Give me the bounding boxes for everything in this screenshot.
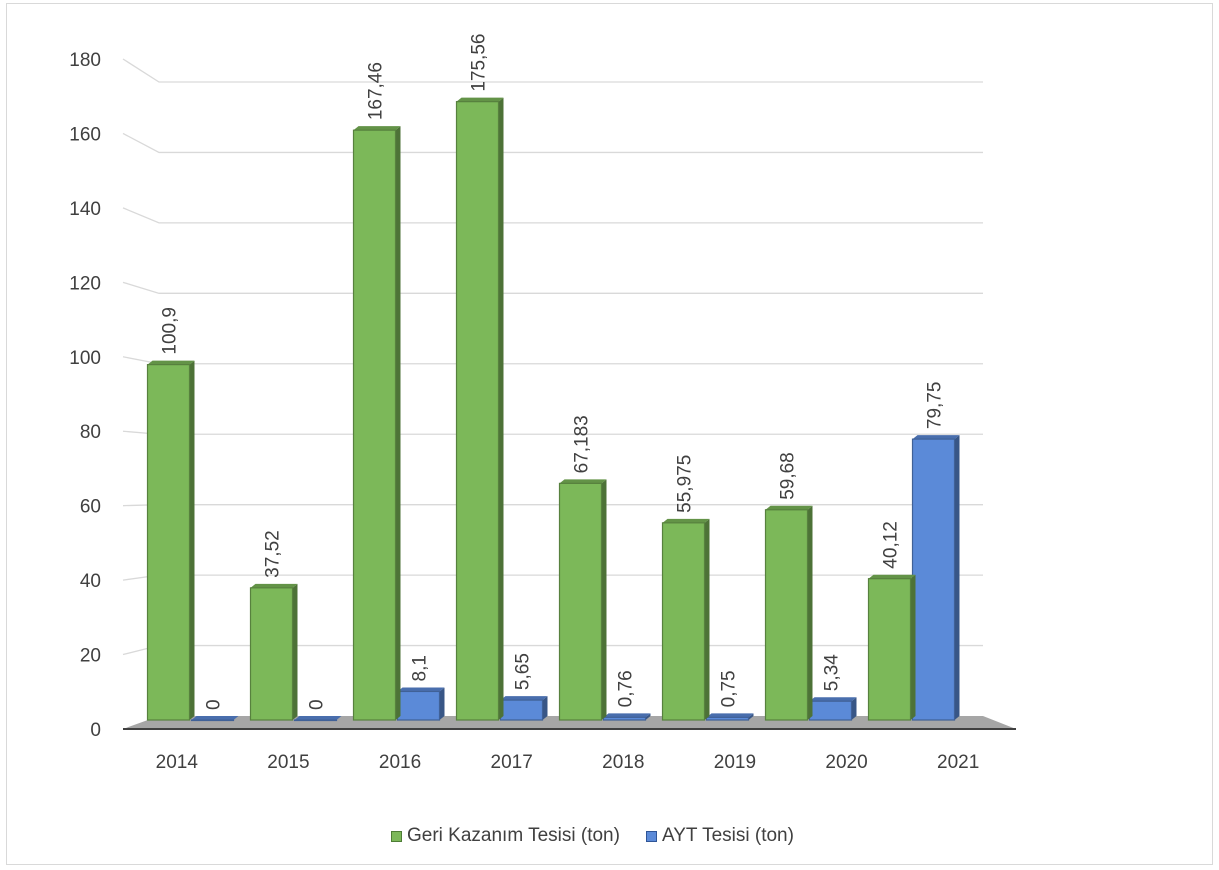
gridline bbox=[122, 356, 983, 365]
bar-ayt bbox=[293, 719, 338, 722]
data-label-ayt: 0,76 bbox=[616, 670, 637, 707]
x-tick-label: 2015 bbox=[267, 752, 309, 773]
bar-geri-kazanim-side bbox=[498, 97, 504, 720]
data-label-geri-kazanim: 40,12 bbox=[881, 521, 902, 569]
bar-ayt bbox=[499, 699, 544, 721]
x-tick-label: 2021 bbox=[937, 752, 979, 773]
data-label-geri-kazanim: 67,183 bbox=[572, 415, 593, 473]
x-tick-label: 2017 bbox=[491, 752, 533, 773]
bar-geri-kazanim-top bbox=[456, 97, 504, 102]
y-tick-label: 100 bbox=[69, 348, 101, 369]
bar-chart: 0 20 40 60 80 100 120 140 160 180 100,9 0 2014 37,52 0… bbox=[69, 34, 1016, 773]
bar-ayt bbox=[396, 690, 441, 721]
bar-ayt bbox=[602, 716, 647, 721]
data-label-ayt: 0,75 bbox=[719, 670, 740, 707]
bar-geri-kazanim-side bbox=[395, 126, 401, 721]
legend-item-ayt: AYT Tesisi (ton) bbox=[645, 825, 794, 847]
bar-geri-kazanim bbox=[455, 101, 500, 721]
data-label-ayt: 5,65 bbox=[513, 653, 534, 690]
data-label-geri-kazanim: 167,46 bbox=[366, 62, 387, 120]
bar-ayt-side bbox=[954, 435, 960, 720]
bar-ayt-top bbox=[191, 716, 239, 720]
bar-ayt bbox=[911, 438, 956, 721]
bar-geri-kazanim-top bbox=[353, 126, 401, 131]
bar-geri-kazanim bbox=[352, 129, 397, 721]
data-label-ayt: 0 bbox=[204, 699, 225, 710]
y-tick-label: 60 bbox=[80, 497, 101, 518]
bar-geri-kazanim bbox=[146, 364, 191, 721]
legend-label-ayt: AYT Tesisi (ton) bbox=[661, 825, 794, 846]
bar-ayt-top bbox=[603, 713, 651, 718]
bar-ayt-top bbox=[706, 713, 754, 718]
bar-ayt-top bbox=[294, 716, 342, 720]
data-label-geri-kazanim: 175,56 bbox=[469, 34, 490, 92]
bar-geri-kazanim-top bbox=[250, 583, 298, 588]
bar-geri-kazanim bbox=[661, 522, 706, 721]
bar-geri-kazanim-side bbox=[704, 518, 710, 720]
gridline bbox=[122, 430, 983, 435]
bar-ayt-side bbox=[645, 713, 651, 720]
gridline bbox=[122, 574, 983, 581]
data-label-geri-kazanim: 100,9 bbox=[160, 307, 181, 355]
y-tick-label: 140 bbox=[69, 199, 101, 220]
bar-ayt-top bbox=[809, 697, 857, 702]
data-label-geri-kazanim: 55,975 bbox=[675, 455, 696, 513]
bar-ayt bbox=[190, 719, 235, 722]
y-tick-label: 180 bbox=[69, 50, 101, 71]
legend-label-geri-kazanim: Geri Kazanım Tesisi (ton) bbox=[407, 825, 620, 846]
bar-geri-kazanim-top bbox=[559, 479, 607, 484]
bar-ayt-top bbox=[397, 687, 445, 692]
gridline bbox=[122, 58, 983, 83]
bar-geri-kazanim-side bbox=[189, 360, 195, 720]
x-tick-label: 2019 bbox=[714, 752, 756, 773]
bar-geri-kazanim-top bbox=[765, 505, 813, 510]
bar-geri-kazanim bbox=[558, 482, 603, 721]
bar-ayt-side bbox=[542, 696, 548, 720]
bar-geri-kazanim bbox=[764, 509, 809, 721]
data-label-ayt: 79,75 bbox=[925, 382, 946, 430]
bar-geri-kazanim-top bbox=[147, 360, 195, 365]
bar-geri-kazanim-top bbox=[868, 574, 916, 579]
data-label-ayt: 5,34 bbox=[822, 654, 843, 691]
legend-swatch-blue bbox=[645, 830, 657, 842]
bar-ayt-side bbox=[748, 713, 754, 720]
bar-geri-kazanim-side bbox=[807, 505, 813, 720]
y-tick-label: 20 bbox=[80, 646, 101, 667]
data-label-geri-kazanim: 59,68 bbox=[778, 452, 799, 500]
x-tick-label: 2014 bbox=[156, 752, 199, 773]
gridline bbox=[122, 207, 983, 224]
data-label-ayt: 0 bbox=[307, 699, 328, 710]
bar-ayt bbox=[808, 700, 853, 721]
x-tick-label: 2018 bbox=[602, 752, 644, 773]
gridline bbox=[122, 504, 983, 507]
x-tick-label: 2020 bbox=[825, 752, 867, 773]
bar-ayt-top bbox=[500, 696, 548, 701]
gridline bbox=[122, 132, 983, 154]
legend: Geri Kazanım Tesisi (ton) AYT Tesisi (to… bbox=[391, 824, 794, 848]
bar-ayt-side bbox=[439, 687, 445, 720]
bar-geri-kazanim bbox=[249, 587, 294, 721]
chart-frame: 0 20 40 60 80 100 120 140 160 180 100,9 0 2014 37,52 0… bbox=[6, 3, 1213, 865]
bar-ayt bbox=[705, 716, 750, 721]
bar-ayt-top bbox=[912, 435, 960, 440]
bar-geri-kazanim-side bbox=[601, 479, 607, 720]
legend-item-geri-kazanim: Geri Kazanım Tesisi (ton) bbox=[391, 825, 620, 847]
bar-geri-kazanim-side bbox=[910, 574, 916, 720]
y-tick-label: 120 bbox=[69, 273, 101, 294]
data-label-geri-kazanim: 37,52 bbox=[263, 530, 284, 578]
y-tick-label: 80 bbox=[80, 422, 101, 443]
data-label-ayt: 8,1 bbox=[410, 655, 431, 681]
y-tick-label: 0 bbox=[90, 720, 101, 741]
bar-ayt-side bbox=[851, 697, 857, 720]
bar-geri-kazanim bbox=[867, 578, 912, 721]
x-tick-label: 2016 bbox=[379, 752, 421, 773]
gridline bbox=[122, 281, 983, 294]
legend-swatch-green bbox=[391, 830, 402, 842]
y-tick-label: 160 bbox=[69, 124, 101, 145]
y-tick-label: 40 bbox=[80, 571, 101, 592]
bar-geri-kazanim-top bbox=[662, 518, 710, 523]
bar-geri-kazanim-side bbox=[292, 583, 298, 720]
